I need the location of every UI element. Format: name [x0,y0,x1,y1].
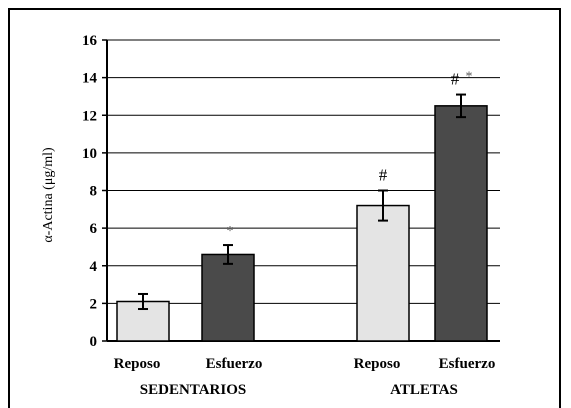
y-tick-label: 10 [82,146,97,162]
significance-label: # [451,70,460,89]
y-tick-label: 8 [90,184,98,200]
category-label: Reposo [354,356,401,372]
y-tick-label: 4 [90,259,98,275]
figure-border [8,8,561,408]
y-tick-label: 12 [82,108,97,124]
category-label: Esfuerzo [439,356,496,372]
bar [201,253,255,342]
category-label: Esfuerzo [206,356,263,372]
y-tick-label: 0 [90,334,98,350]
significance-label: * [227,224,234,239]
y-tick-label: 14 [82,71,98,87]
group-label: ATLETAS [390,382,458,398]
y-tick-label: 6 [90,221,98,237]
y-tick-label: 2 [90,296,98,312]
y-axis-label: α-Actina (μg/ml) [41,147,56,243]
bar [356,204,410,342]
significance-label: * [466,70,473,85]
category-label: Reposo [114,356,161,372]
significance-label: # [379,166,388,185]
group-label: SEDENTARIOS [140,382,246,398]
y-tick-label: 16 [82,33,98,49]
bar [434,105,488,342]
